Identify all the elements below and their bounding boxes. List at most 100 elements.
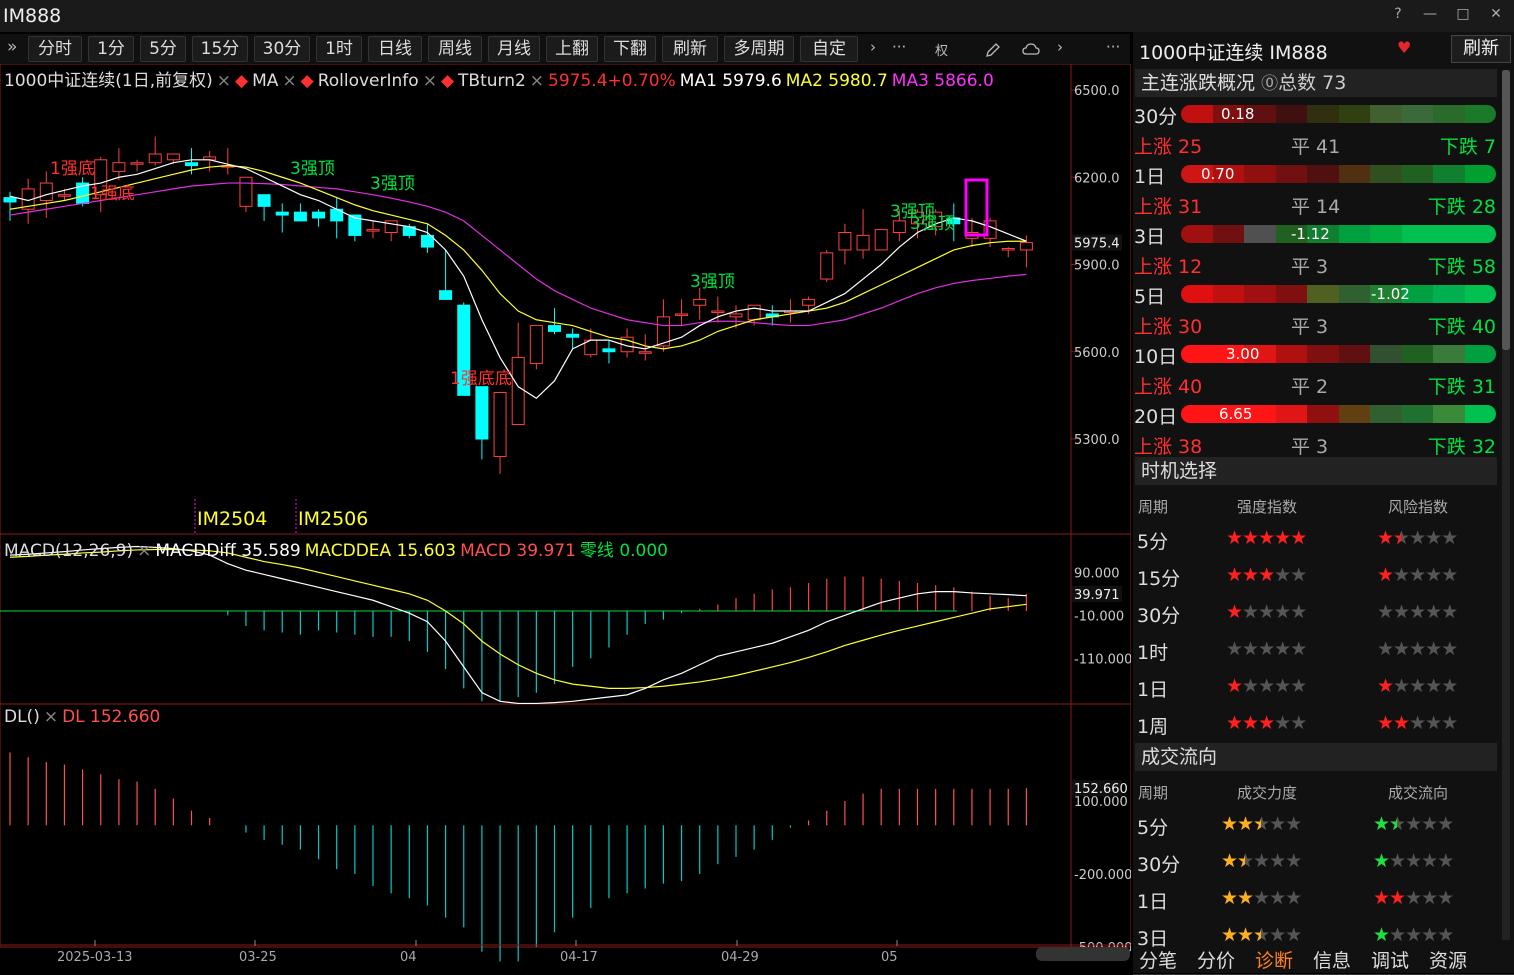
- toolbar-btn-10[interactable]: 下翻: [604, 36, 656, 62]
- total-count: 总数 73: [1278, 72, 1347, 94]
- star-icon: ★: [1242, 564, 1259, 586]
- bar-segment: [1433, 225, 1465, 243]
- draw-pen-icon[interactable]: [985, 42, 1001, 58]
- bar-segment: [1275, 405, 1307, 423]
- signal-annotation: 3强顶: [370, 174, 415, 194]
- favorite-heart-icon[interactable]: ♥: [1397, 38, 1412, 57]
- toolbar-btn-8[interactable]: 月线: [488, 36, 540, 62]
- star-icon: ★: [1405, 850, 1422, 872]
- rise-fall-bar: 0.18: [1181, 105, 1496, 123]
- rollover-indicator[interactable]: RolloverInfo: [317, 71, 419, 91]
- candle-body: [693, 298, 707, 306]
- toolbar-btn-5[interactable]: 1时: [316, 36, 362, 62]
- star-icon: ★: [1441, 638, 1458, 660]
- flow-header: 成交力度: [1237, 784, 1298, 802]
- bar-segment: [1401, 405, 1433, 423]
- star-icon: ★: [1237, 887, 1254, 909]
- star-icon: ★: [1290, 601, 1307, 623]
- rights-adjust-button[interactable]: 权: [935, 44, 949, 59]
- cloud-icon[interactable]: [1022, 42, 1040, 58]
- macd-name: MACD(12,26,9): [4, 541, 134, 561]
- toolbar-btn-3[interactable]: 15分: [192, 36, 248, 62]
- chart-area[interactable]: 6500.0 6200.0 5900.0 5600.0 5300.0 5975.4 1强底 1…: [0, 63, 1132, 965]
- refresh-button[interactable]: 刷新: [1451, 35, 1511, 63]
- star-icon: ★: [1405, 924, 1422, 946]
- star-icon: ★: [1269, 813, 1286, 835]
- star-icon: ★: [1290, 564, 1307, 586]
- xtick-label: 2025-03-13: [57, 950, 133, 965]
- maximize-button[interactable]: □: [1456, 6, 1470, 22]
- risk-stars: ★★★★★: [1377, 675, 1458, 697]
- panel-scrollbar[interactable]: [1502, 70, 1510, 940]
- expand-icon[interactable]: »: [7, 37, 18, 57]
- toolbar-btn-12[interactable]: 多周期: [724, 36, 794, 62]
- hscroll-thumb[interactable]: [1036, 947, 1130, 961]
- bar-segment: [1244, 285, 1276, 303]
- star-icon: ★: [1221, 850, 1238, 872]
- ma1-value: MA1 5979.6: [679, 71, 782, 91]
- bar-segment: [1370, 225, 1402, 243]
- ma-indicator[interactable]: MA: [252, 71, 279, 91]
- star-icon: ★: [1269, 887, 1286, 909]
- half-star-icon: ★: [1253, 813, 1261, 835]
- star-icon: ★: [1285, 850, 1302, 872]
- toolbar-btn-4[interactable]: 30分: [254, 36, 310, 62]
- panel-tab-4[interactable]: 调试: [1371, 950, 1410, 972]
- tbturn-indicator[interactable]: TBturn2: [458, 71, 526, 91]
- title-bar: IM888 ? — □ ✕: [0, 0, 1514, 32]
- star-icon: ★: [1274, 601, 1291, 623]
- dl-legend: DL() × DL 152.660: [4, 707, 161, 727]
- ma2-value: MA2 5980.7: [785, 71, 888, 91]
- bar-segment: [1464, 285, 1496, 303]
- bar-segment: [1370, 165, 1402, 183]
- star-icon: ★★: [1253, 813, 1270, 835]
- toolbar-btn-13[interactable]: 自定: [800, 36, 858, 62]
- candle-body: [185, 162, 198, 167]
- bar-segment: [1464, 345, 1496, 363]
- bar-segment: [1338, 105, 1370, 123]
- star-icon: ★: [1258, 564, 1275, 586]
- toolbar-btn-11[interactable]: 刷新: [662, 36, 718, 62]
- candle-body: [548, 325, 561, 332]
- toolbar-btn-1[interactable]: 1分: [88, 36, 134, 62]
- bar-segment: [1464, 405, 1496, 423]
- toolbar-btn-6[interactable]: 日线: [368, 36, 422, 62]
- toolbar-btn-7[interactable]: 周线: [428, 36, 482, 62]
- bar-segment: [1212, 285, 1244, 303]
- star-icon: ★: [1425, 601, 1442, 623]
- toolbar-btn-2[interactable]: 5分: [140, 36, 186, 62]
- toolbar-btn-9[interactable]: 上翻: [546, 36, 598, 62]
- star-icon: ★: [1437, 813, 1454, 835]
- candle-body: [39, 182, 53, 202]
- star-icon: ★: [1377, 601, 1394, 623]
- panel-tab-5[interactable]: 资源: [1429, 950, 1468, 972]
- star-icon: ★: [1274, 564, 1291, 586]
- candle-body: [275, 211, 289, 216]
- more-dots-icon-2[interactable]: ···: [1106, 38, 1121, 56]
- toolbar-btn-0[interactable]: 分时: [28, 36, 82, 62]
- rise-count: 上涨 12: [1134, 256, 1203, 278]
- more-arrow-icon[interactable]: ›: [870, 38, 876, 56]
- star-icon: ★: [1253, 887, 1270, 909]
- volume-strength-stars: ★★★★★★: [1221, 813, 1302, 835]
- panel-tab-3[interactable]: 信息: [1313, 950, 1352, 972]
- minimize-button[interactable]: —: [1423, 6, 1437, 22]
- chart-canvas[interactable]: 6500.0 6200.0 5900.0 5600.0 5300.0 5975.4 1强底 1…: [0, 63, 1132, 970]
- close-button[interactable]: ✕: [1490, 6, 1502, 22]
- rise-count: 上涨 25: [1134, 136, 1203, 158]
- bar-value: 6.65: [1219, 405, 1253, 423]
- help-icon[interactable]: ?: [1394, 6, 1402, 22]
- half-star-icon: ★: [1253, 924, 1261, 946]
- star-icon: ★: [1409, 712, 1426, 734]
- period-label: 20日: [1134, 406, 1178, 428]
- more-dots-icon[interactable]: ···: [892, 38, 907, 56]
- panel-tab-0[interactable]: 分笔: [1139, 950, 1178, 972]
- bar-segment: [1307, 165, 1339, 183]
- next-arrow-icon[interactable]: ›: [1057, 38, 1063, 56]
- panel-tab-2[interactable]: 诊断: [1255, 950, 1294, 972]
- bar-segment: [1307, 405, 1339, 423]
- scrollbar-thumb[interactable]: [1502, 70, 1510, 350]
- panel-tab-1[interactable]: 分价: [1197, 950, 1236, 972]
- macd-zero: 零线 0.000: [579, 541, 668, 561]
- half-star-icon: ★: [1389, 813, 1397, 835]
